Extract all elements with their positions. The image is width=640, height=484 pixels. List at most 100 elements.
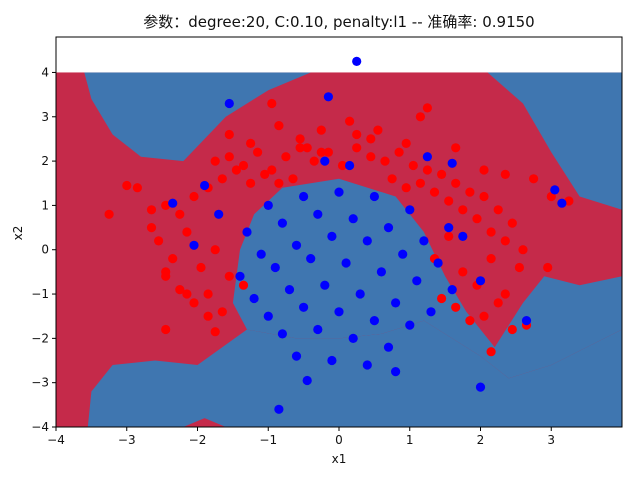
data-point	[521, 316, 532, 326]
data-point	[253, 147, 263, 157]
data-point	[189, 191, 199, 202]
data-point	[238, 280, 249, 290]
data-point	[458, 267, 468, 277]
data-point	[444, 196, 454, 206]
y-tick-label: 4	[41, 65, 49, 79]
data-point	[369, 191, 379, 202]
data-point	[500, 289, 510, 299]
data-point	[320, 280, 330, 290]
y-tick-label: −3	[31, 376, 49, 390]
data-point	[274, 178, 284, 188]
data-point	[369, 316, 379, 326]
data-point	[175, 209, 185, 219]
data-point	[564, 196, 574, 206]
data-point	[366, 134, 376, 144]
data-point	[352, 129, 362, 140]
data-point	[277, 218, 287, 228]
data-point	[313, 209, 323, 219]
data-point	[309, 156, 319, 166]
y-tick-label: 0	[41, 243, 49, 257]
data-point	[224, 152, 234, 162]
data-point	[161, 267, 171, 277]
data-point	[299, 191, 309, 202]
data-point	[451, 178, 461, 188]
data-point	[387, 174, 397, 184]
y-tick-label: 2	[41, 154, 49, 168]
data-point	[398, 249, 408, 259]
data-point	[242, 227, 252, 237]
y-axis: −4 −3 −2 −1 0 1 2 3 4	[31, 65, 56, 434]
decision-region-outer-top-left	[56, 72, 311, 162]
data-point	[447, 285, 457, 295]
y-tick-label: −1	[31, 287, 49, 301]
data-point	[104, 209, 114, 219]
data-point	[263, 311, 273, 321]
data-point	[337, 160, 348, 171]
data-point	[373, 125, 383, 135]
data-point	[246, 138, 256, 148]
y-tick-label: 3	[41, 110, 49, 124]
data-point	[246, 178, 256, 188]
data-point	[217, 174, 227, 184]
data-point	[437, 293, 447, 304]
data-point	[231, 165, 241, 175]
data-point	[306, 254, 316, 264]
data-point	[405, 320, 415, 330]
data-point	[429, 187, 440, 197]
data-point	[323, 147, 333, 157]
data-point	[284, 285, 295, 295]
data-point	[493, 205, 503, 215]
plot-area	[55, 36, 623, 428]
data-point	[451, 302, 461, 312]
data-point	[419, 236, 429, 246]
data-point	[514, 262, 525, 273]
data-point	[302, 375, 312, 386]
data-point	[444, 231, 454, 241]
data-point	[451, 143, 461, 153]
data-point	[500, 169, 510, 179]
data-point	[479, 311, 489, 321]
y-tick-label: −4	[31, 420, 49, 434]
data-point	[345, 160, 355, 171]
x-tick-label: 3	[547, 433, 555, 447]
data-point	[412, 276, 422, 286]
x-tick-label: −2	[189, 433, 207, 447]
data-point	[376, 267, 386, 277]
data-point	[327, 231, 337, 241]
x-axis: −4 −3 −2 −1 0 1 2 3	[47, 427, 555, 447]
data-point	[341, 258, 351, 268]
data-point	[486, 254, 496, 264]
y-tick-label: −2	[31, 331, 49, 345]
data-point	[447, 158, 457, 168]
data-point	[507, 324, 517, 335]
y-axis-label: x2	[11, 226, 25, 241]
data-point	[256, 249, 266, 259]
data-point	[224, 98, 234, 109]
data-point	[210, 245, 220, 255]
data-point	[217, 307, 227, 317]
data-point	[122, 180, 132, 191]
data-point	[210, 327, 220, 337]
series-2	[168, 56, 567, 414]
data-point	[210, 156, 220, 166]
x-axis-label: x1	[332, 452, 347, 466]
data-point	[267, 98, 277, 109]
data-point	[249, 293, 259, 304]
data-point	[189, 298, 199, 308]
data-point	[486, 347, 496, 357]
data-point	[437, 169, 447, 179]
data-point	[352, 143, 362, 153]
x-tick-label: 0	[335, 433, 343, 447]
data-point	[380, 156, 390, 166]
data-point	[348, 214, 358, 224]
data-point	[383, 342, 394, 352]
data-point	[401, 138, 411, 148]
data-point	[507, 218, 517, 228]
data-point	[472, 214, 482, 224]
y-tick-label: 1	[41, 198, 49, 212]
data-point	[426, 307, 436, 317]
data-point	[267, 165, 277, 175]
data-point	[458, 205, 468, 215]
data-point	[550, 185, 560, 195]
data-point	[557, 198, 567, 208]
